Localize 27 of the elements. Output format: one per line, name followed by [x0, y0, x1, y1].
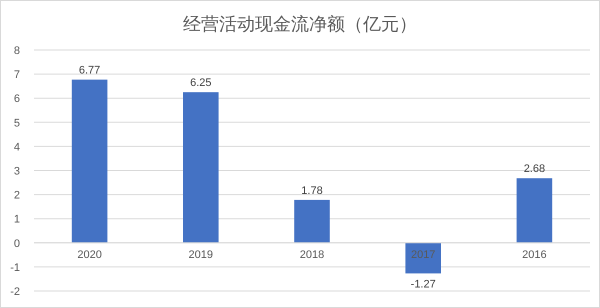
y-tick-label: -2 — [10, 286, 20, 298]
bar — [294, 200, 330, 243]
x-tick-label: 2017 — [410, 248, 436, 261]
x-tick-label: 2019 — [188, 248, 214, 261]
x-tick-label: 2016 — [522, 248, 547, 261]
y-tick-label: 5 — [14, 117, 20, 130]
y-tick-label: 7 — [14, 69, 20, 82]
data-label: -1.27 — [410, 278, 436, 290]
bar — [72, 80, 108, 243]
data-label: 1.78 — [301, 184, 323, 197]
y-tick-label: -1 — [10, 262, 20, 274]
bar — [183, 92, 219, 243]
data-label: 6.25 — [190, 77, 212, 90]
y-tick-label: 0 — [14, 238, 20, 250]
y-tick-label: 3 — [14, 166, 20, 178]
bar — [516, 178, 552, 243]
chart-title: 经营活动现金流净额（亿元） — [183, 14, 417, 34]
data-label: 2.68 — [524, 163, 546, 176]
y-tick-label: 6 — [14, 93, 20, 106]
y-tick-label: 8 — [14, 45, 20, 57]
y-tick-label: 2 — [14, 190, 20, 202]
y-tick-label: 1 — [14, 214, 20, 226]
y-tick-label: 4 — [14, 141, 20, 154]
x-tick-label: 2018 — [300, 248, 324, 261]
x-tick-label: 2020 — [77, 248, 102, 261]
bar — [405, 242, 441, 274]
data-label: 6.77 — [78, 64, 100, 77]
